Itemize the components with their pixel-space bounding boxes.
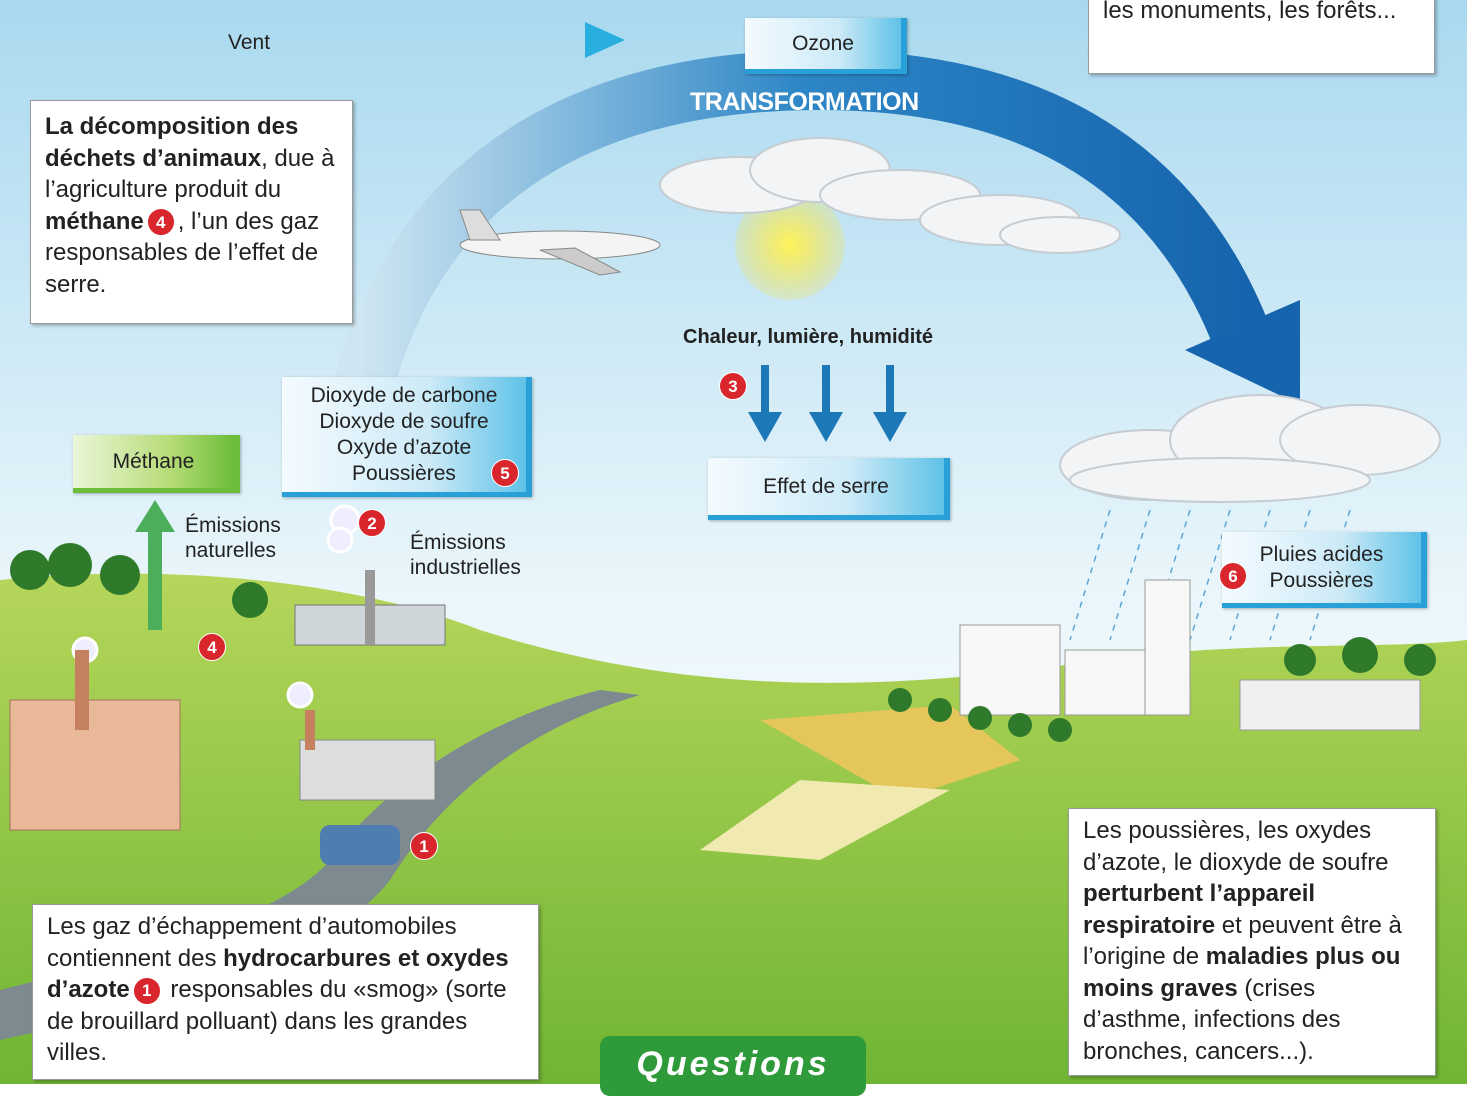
- ozone-label: Ozone: [745, 31, 901, 57]
- exhaust-note: Les gaz d’échappement d’automobiles cont…: [32, 904, 539, 1080]
- pollutant: Dioxyde de soufre: [282, 409, 526, 435]
- methane-note: La décomposition des déchets d’animaux, …: [30, 100, 353, 324]
- car: [320, 825, 400, 865]
- industrial-emissions: Émissions industrielles: [410, 530, 550, 580]
- badge: 1: [410, 832, 438, 860]
- pollutant: Poussières: [282, 461, 526, 487]
- text: Les poussières, les oxydes d’azote, le d…: [1083, 817, 1389, 876]
- questions-tab[interactable]: Questions: [600, 1036, 866, 1096]
- acid-rain-label: Poussières: [1222, 568, 1421, 594]
- note-text: les monuments, les forêts...: [1103, 0, 1396, 24]
- pollutant: Oxyde d’azote: [282, 435, 526, 461]
- greenhouse-tag: Effet de serre: [708, 458, 950, 520]
- badge: 6: [1219, 562, 1247, 590]
- bold-text: méthane: [45, 208, 144, 235]
- top-right-note: les monuments, les forêts...: [1088, 0, 1435, 74]
- badge: 4: [198, 633, 226, 661]
- badge: 5: [491, 459, 519, 487]
- methane-tag: Méthane: [73, 435, 240, 493]
- methane-label: Méthane: [73, 449, 234, 475]
- questions-label[interactable]: Questions: [636, 1045, 829, 1083]
- greenhouse-label: Effet de serre: [708, 474, 944, 500]
- wind-label: Vent: [228, 30, 270, 55]
- badge: 3: [719, 372, 747, 400]
- health-note: Les poussières, les oxydes d’azote, le d…: [1068, 808, 1436, 1076]
- badge: 2: [358, 509, 386, 537]
- climate-factors: Chaleur, lumière, humidité: [683, 326, 933, 349]
- ozone-tag: Ozone: [745, 18, 907, 74]
- acid-rain-tag: Pluies acides Poussières: [1222, 532, 1427, 608]
- acid-rain-label: Pluies acides: [1222, 542, 1421, 568]
- badge: 4: [147, 208, 175, 236]
- badge: 1: [133, 977, 161, 1005]
- pollutant: Dioxyde de carbone: [282, 383, 526, 409]
- transformation-label: TRANSFORMATION: [690, 88, 919, 117]
- natural-emissions: Émissions naturelles: [185, 513, 305, 563]
- page: Vent Ozone TRANSFORMATION les monuments,…: [0, 0, 1467, 1084]
